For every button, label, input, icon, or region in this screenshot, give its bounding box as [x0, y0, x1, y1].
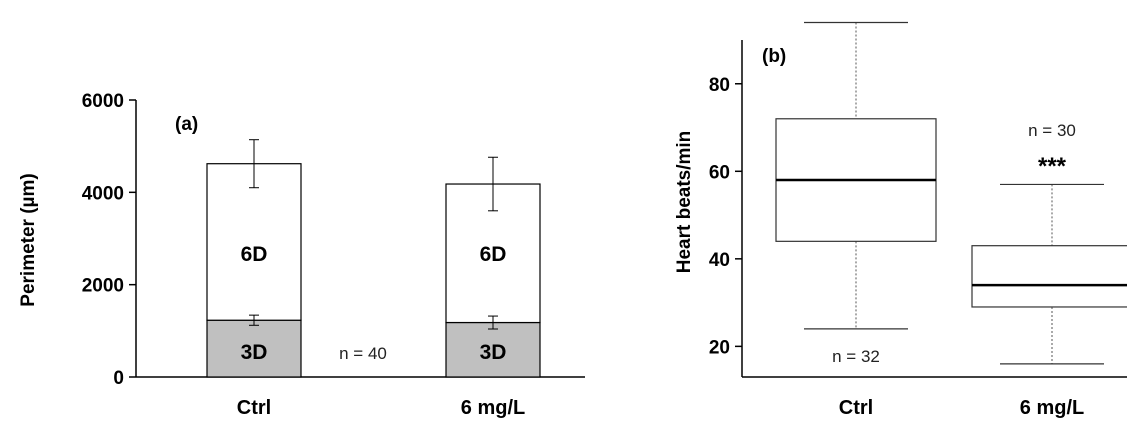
y-tick-label-b: 40	[709, 250, 730, 271]
panel-label-a: (a)	[175, 114, 198, 135]
segment-label-3d-6mg: 3D	[480, 341, 507, 364]
panel-a: 0 2000 4000 6000 (a) 6D 3D 6D 3D n = 40 Ctr…	[18, 91, 585, 419]
sample-size-ctrl-b: n = 32	[832, 347, 880, 366]
sample-size-6mg-b: n = 30	[1028, 121, 1076, 140]
segment-label-6d-ctrl: 6D	[241, 243, 268, 266]
bar-segment	[206, 163, 302, 321]
y-tick-label-a: 4000	[82, 183, 124, 204]
category-label-ctrl-a: Ctrl	[237, 397, 271, 419]
y-tick-label-a: 6000	[82, 91, 124, 112]
significance-marker: ***	[1038, 153, 1067, 180]
panel-b: 20 40 60 80 (b) n = 32 n = 30 *** Ctrl 6 mg…	[674, 21, 1127, 419]
segment-label-6d-6mg: 6D	[480, 243, 507, 266]
y-tick-label-b: 60	[709, 162, 730, 183]
panel-label-b: (b)	[762, 46, 786, 67]
y-axis-label-b: Heart beats/min	[674, 131, 695, 274]
category-label-6mg-b: 6 mg/L	[1020, 397, 1084, 419]
bar-segment	[206, 319, 302, 378]
y-axis-label-a: Perimeter (µm)	[18, 173, 39, 306]
bar-segment	[445, 321, 541, 378]
y-tick-label-a: 2000	[82, 276, 124, 297]
y-tick-label-a: 0	[113, 368, 124, 389]
y-tick-label-b: 80	[709, 75, 730, 96]
category-label-ctrl-b: Ctrl	[839, 397, 873, 419]
category-label-6mg-a: 6 mg/L	[461, 397, 525, 419]
sample-size-a: n = 40	[339, 344, 387, 363]
y-tick-label-b: 20	[709, 337, 730, 358]
box-iqr	[971, 245, 1127, 308]
segment-label-3d-ctrl: 3D	[241, 341, 268, 364]
